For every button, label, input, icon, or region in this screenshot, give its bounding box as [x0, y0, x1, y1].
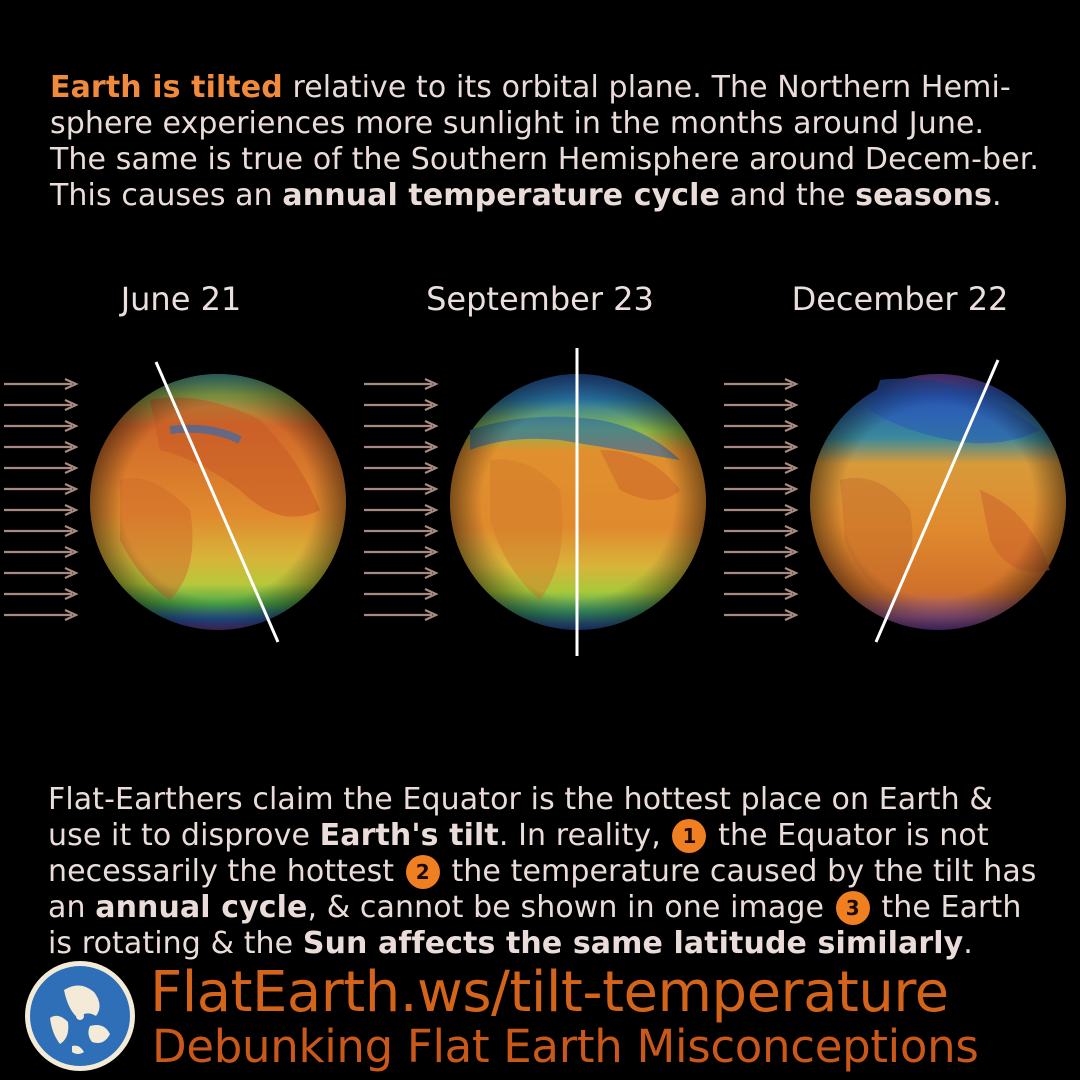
- site-url[interactable]: FlatEarth.ws/tilt-temperature: [150, 960, 949, 1025]
- site-tagline: Debunking Flat Earth Misconceptions: [152, 1020, 979, 1073]
- axis-line-december: [874, 359, 1000, 643]
- claim-bold-1: Earth's tilt: [319, 818, 499, 853]
- claim-text-2: . In reality,: [498, 818, 671, 853]
- claim-text-3: the Equator is not necessarily the hotte…: [48, 818, 989, 889]
- intro-text-3: .: [991, 178, 1002, 213]
- globe-june: [90, 361, 346, 643]
- claim-paragraph: Flat-Earthers claim the Equator is the h…: [48, 782, 1038, 962]
- number-badge-1: 1: [672, 819, 707, 853]
- number-badge-2: 2: [405, 855, 440, 889]
- intro-text-1: relative to its orbital plane. The North…: [50, 70, 1040, 213]
- axis-line-june: [154, 361, 280, 643]
- intro-paragraph: Earth is tilted relative to its orbital …: [50, 70, 1040, 214]
- claim-bold-2: annual cycle: [95, 890, 308, 925]
- number-badge-3: 3: [835, 891, 870, 925]
- intro-highlight: Earth is tilted: [50, 70, 283, 105]
- sunlight-arrows-september: [362, 377, 438, 622]
- intro-bold-2: seasons: [855, 178, 992, 213]
- flat-earth-logo-icon: [25, 961, 135, 1071]
- date-label-december: December 22: [791, 280, 1009, 318]
- globes-illustration: [2, 348, 1066, 656]
- claim-text-4: the temperature caused by the tilt has a…: [48, 854, 1037, 925]
- sunlight-arrows-december: [722, 377, 798, 622]
- date-label-june: June 21: [120, 280, 242, 318]
- claim-text-1: Flat-Earthers claim the Equator is the h…: [48, 782, 993, 853]
- claim-text-7: .: [963, 926, 973, 961]
- claim-text-5: , & cannot be shown in one image: [307, 890, 834, 925]
- intro-text-2: and the: [719, 178, 856, 213]
- intro-bold-1: annual temperature cycle: [282, 178, 720, 213]
- claim-text-6: the Earth is rotating & the: [48, 890, 1022, 961]
- globe-december: [810, 359, 1066, 643]
- date-label-september: September 23: [426, 280, 654, 318]
- globe-september: [450, 348, 706, 656]
- sunlight-arrows-june: [2, 377, 78, 622]
- claim-bold-3: Sun affects the same latitude similarly: [302, 926, 964, 961]
